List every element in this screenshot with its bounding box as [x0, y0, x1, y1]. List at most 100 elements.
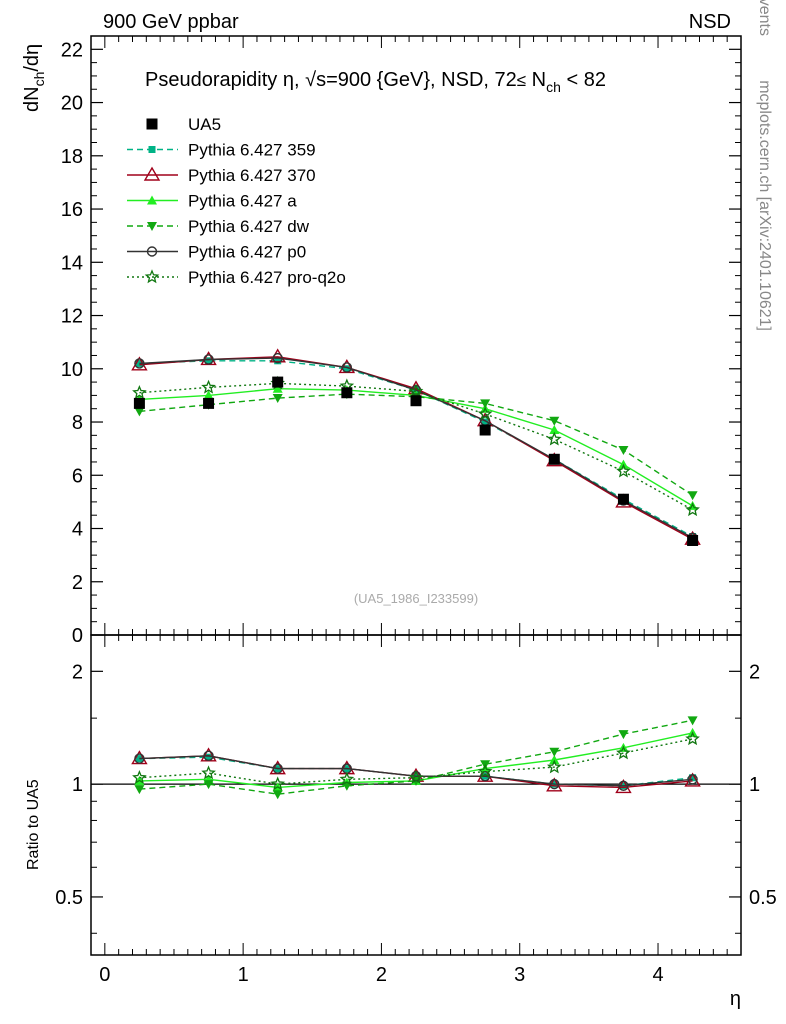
y-tick-label: 0	[72, 625, 83, 647]
ratio-line-dw	[139, 719, 693, 795]
ratio-series-p0	[134, 750, 698, 791]
data-point-proq2o	[685, 502, 700, 517]
ratio-point-p359	[689, 774, 697, 782]
ratio-plot-frame	[90, 634, 742, 956]
data-point-proq2o	[477, 406, 493, 421]
x-tick-label: 3	[514, 964, 525, 986]
data-point-dw	[272, 394, 283, 404]
legend-marker	[146, 246, 158, 257]
legend-item-a: Pythia 6.427 a	[127, 192, 297, 211]
chart-title: Pseudorapidity η, √s=900 {GeV}, NSD, 72≤…	[145, 69, 606, 95]
ratio-point-proq2o	[201, 765, 216, 780]
ratio-point-dw	[203, 780, 214, 790]
data-point-ua5	[687, 534, 699, 546]
data-point-p359	[481, 418, 489, 426]
chart-title-sub: ch	[546, 79, 561, 95]
ratio-y-tick-label: 0.5	[55, 887, 83, 909]
header-right-label: NSD	[689, 11, 731, 33]
chart-title-main: Pseudorapidity η, √s=900 {GeV}, NSD, 72	[145, 69, 517, 91]
data-point-proq2o	[616, 463, 631, 478]
y-tick-label: 18	[61, 146, 83, 168]
legend-marker	[147, 222, 157, 231]
ratio-point-proq2o	[616, 745, 631, 760]
ratio-point-proq2o	[685, 731, 700, 746]
data-point-ua5	[410, 395, 422, 407]
analysis-watermark: (UA5_1986_I233599)	[354, 591, 478, 606]
data-point-a	[549, 425, 560, 435]
legend-marker	[147, 195, 157, 205]
main-series	[131, 348, 701, 546]
data-point-proq2o	[132, 385, 147, 399]
data-point-dw	[618, 445, 629, 455]
legend-item-proq2o: Pythia 6.427 pro-q2o	[127, 268, 346, 287]
data-point-dw	[687, 491, 698, 501]
ratio-point-p0	[134, 753, 145, 764]
legend-marker	[146, 118, 158, 130]
data-point-ua5	[203, 397, 215, 409]
ratio-point-proq2o	[546, 759, 562, 774]
legend: UA5 Pythia 6.427 359 Pythia 6.427 370 Pythi…	[127, 115, 346, 287]
data-point-dw	[134, 407, 145, 417]
ratio-point-p0	[687, 774, 698, 785]
ratio-axes: 0.5 0.5 1 1 2 2 0 1 2 3 4	[55, 635, 777, 986]
x-tick-label: 2	[376, 964, 387, 986]
x-tick-label: 4	[652, 964, 663, 986]
ratio-point-proq2o	[477, 763, 493, 778]
data-point-dw	[549, 416, 560, 426]
y-tick-label: 2	[72, 572, 83, 594]
series-proq2o	[132, 375, 700, 517]
ratio-point-p0	[272, 763, 283, 774]
y-tick-label: 16	[61, 199, 83, 221]
data-point-ua5	[548, 453, 560, 465]
y-tick-label: 14	[61, 252, 83, 274]
y-axis-label-b: /dη	[21, 44, 43, 72]
ratio-y-axis-label: Ratio to UA5	[25, 779, 42, 870]
ratio-line-p0	[139, 755, 693, 787]
ratio-point-proq2o	[132, 770, 147, 784]
data-point-dw	[480, 399, 491, 409]
x-tick-label: 1	[238, 964, 249, 986]
header-left-label: 900 GeV ppbar	[103, 11, 239, 33]
y-axis-label-sub: ch	[31, 72, 47, 87]
data-point-ua5	[133, 397, 145, 409]
mcplots-label: mcplots.cern.ch [arXiv:2401.10621]	[756, 80, 773, 331]
legend-item-p0: Pythia 6.427 p0	[127, 243, 306, 262]
y-axis-label: dNch/dη	[21, 44, 47, 112]
legend-item-p370: Pythia 6.427 370	[127, 166, 316, 185]
chart-title-le: ≤	[517, 71, 526, 90]
y-tick-label: 20	[61, 93, 83, 115]
ratio-series	[131, 716, 701, 800]
series-ua5	[133, 376, 699, 546]
ratio-y-tick-label: 1	[72, 774, 83, 796]
ratio-point-proq2o	[270, 776, 286, 791]
ratio-y-tick-label-right: 1	[749, 774, 760, 796]
main-axes: 0 2 4 6 8 10 12 14 16 18 20 22	[61, 35, 741, 647]
legend-label: Pythia 6.427 dw	[188, 217, 310, 236]
ratio-point-dw	[272, 790, 283, 800]
data-point-p359	[343, 365, 351, 373]
legend-item-dw: Pythia 6.427 dw	[127, 217, 310, 236]
legend-label: Pythia 6.427 p0	[188, 243, 306, 262]
data-point-p0	[134, 358, 145, 369]
legend-label: UA5	[188, 115, 221, 134]
data-point-a	[203, 390, 214, 400]
legend-marker	[148, 146, 156, 153]
data-point-p359	[205, 357, 213, 365]
legend-item-ua5: UA5	[146, 115, 221, 134]
ratio-y-tick-label-right: 2	[749, 661, 760, 683]
ratio-y-tick-label-right: 0.5	[749, 887, 777, 909]
data-point-p0	[203, 354, 214, 365]
y-tick-label: 8	[72, 412, 83, 434]
y-tick-label: 10	[61, 359, 83, 381]
y-tick-label: 12	[61, 306, 83, 328]
data-point-ua5	[479, 424, 491, 436]
ratio-point-proq2o	[408, 770, 424, 784]
legend-label: Pythia 6.427 359	[188, 141, 316, 160]
legend-label: Pythia 6.427 pro-q2o	[188, 268, 346, 287]
ratio-series-proq2o	[132, 731, 700, 791]
x-axis-label: η	[730, 988, 741, 1010]
ratio-point-p370	[615, 779, 632, 794]
data-point-ua5	[617, 493, 629, 505]
series-dw	[134, 390, 698, 501]
